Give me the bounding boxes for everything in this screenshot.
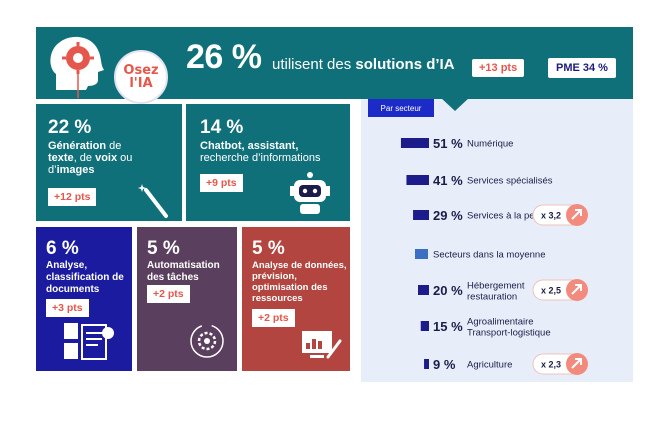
card-donnees-pct: 5 % [252,238,285,259]
sector-value-label: 51 % [433,136,463,151]
sector-bar-chart: 51 % Numérique 41 % Services spécialisés 29 … [400,136,588,375]
headline-percentage: 26 % [186,38,262,76]
sector-label: Hébergement [467,281,525,292]
logo-line1: Osez [123,63,159,78]
logo-line2: l'IA [129,76,153,91]
magic-wand-icon [138,184,168,218]
card-analyse: 6 % Analyse, classification de documents… [36,227,132,371]
multiplier-label: x 2,3 [541,360,561,370]
sector-label: Transport-logistique [467,328,551,339]
documents-icon [64,323,114,360]
card-analyse-pct: 6 % [46,238,79,259]
sector-bar [424,359,429,369]
sector-tab: Par secteur [368,99,434,117]
up-arrow-glyph [571,358,582,369]
head-gear-icon [50,36,104,98]
card-automatisation-gain: +2 pts [147,285,190,303]
up-arrow-glyph [571,284,582,295]
average-marker [415,249,428,259]
card-donnees-gain: +2 pts [252,309,295,327]
card-chatbot-desc: Chatbot, assistant, recherche d’informat… [200,140,348,164]
sector-bar [418,285,429,295]
desc-part: images [56,164,95,176]
sector-bar [413,210,429,220]
sector-label: restauration [467,292,517,303]
card-chatbot-gain: +9 pts [200,174,243,192]
card-chatbot-pct: 14 % [200,117,244,138]
sector-bar [406,175,429,185]
sector-label: Services spécialisés [467,176,553,187]
headline-text-bold: solutions d’IA [355,56,455,73]
multiplier-label: x 3,2 [541,211,561,221]
desc-part: d’ [48,164,57,176]
card-donnees-desc: Analyse de données, prévision, optimisat… [252,260,347,304]
card-generation-desc: Génération de texte, de voix ou d’images [48,140,176,176]
card-automatisation: 5 % Automatisation des tâches +2 pts [137,227,237,371]
card-automatisation-pct: 5 % [147,238,180,259]
desc-part: voix [95,152,118,164]
sector-bar [400,138,429,148]
sector-label: Agriculture [467,360,512,371]
card-generation: 22 % Génération de texte, de voix ou d’i… [36,104,182,221]
headline-text: utilisent des solutions d’IA [272,56,455,73]
desc-part: , de [73,152,96,164]
desc-part: de [106,140,122,152]
pme-badge: PME 34 % [548,58,616,78]
sector-label: Services à la personne [467,211,564,222]
osez-ia-logo: Osez l'IA [114,50,168,104]
card-automatisation-desc: Automatisation des tâches [147,260,220,283]
sector-label: Agroalimentaire [467,317,534,328]
card-chatbot: 14 % Chatbot, assistant, recherche d’inf… [186,104,350,221]
card-analyse-gain: +3 pts [46,299,89,317]
sector-value-label: 9 % [433,357,456,372]
multiplier-label: x 2,5 [541,286,561,296]
gear-cycle-icon [190,324,224,358]
headline-text-pre: utilisent des [272,56,356,73]
robot-icon [290,172,330,214]
card-analyse-desc: Analyse, classification de documents [46,260,124,295]
headline-gain-badge: +13 pts [472,59,525,77]
sector-bar [420,321,429,331]
desc-part: ou [117,152,133,164]
sector-value-label: 29 % [433,208,463,223]
panel-notch [440,97,470,111]
desc-part: Génération [48,140,107,152]
sector-label: Secteurs dans la moyenne [433,250,545,261]
sector-label: Numérique [467,139,513,150]
sector-value-label: 15 % [433,319,463,334]
sector-value-label: 20 % [433,283,463,298]
desc-part: Chatbot, assistant, [200,140,299,152]
data-screen-icon [302,331,342,359]
up-arrow-glyph [571,209,582,220]
desc-part: recherche d’informations [200,152,321,164]
card-generation-gain: +12 pts [48,188,97,206]
sector-value-label: 41 % [433,173,463,188]
desc-part: texte [48,152,74,164]
card-donnees: 5 % Analyse de données, prévision, optim… [242,227,350,371]
card-generation-pct: 22 % [48,117,92,138]
